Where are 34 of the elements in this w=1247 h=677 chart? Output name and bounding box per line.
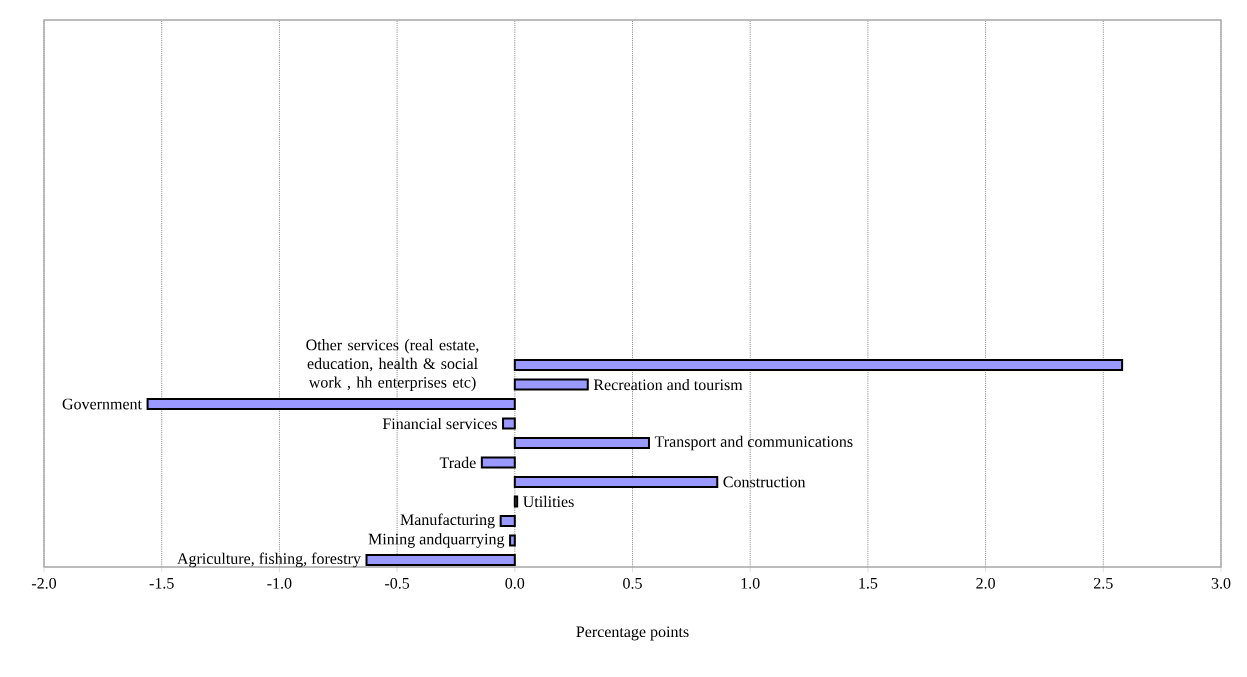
bar (513, 359, 1124, 372)
y-tick-label: Manufacturing (400, 513, 495, 529)
x-tick-label: 0.0 (505, 577, 525, 589)
y-tick-label: Mining andquarrying (368, 533, 505, 548)
y-tick-label: Other services (real estate, education, health & social work , hh enterprises etc) (306, 339, 479, 391)
y-tick-label: Construction (723, 476, 806, 488)
bar (513, 378, 589, 391)
bar (499, 514, 516, 527)
x-tick-label: 2.5 (1094, 577, 1113, 589)
y-tick-label: Government (62, 398, 142, 410)
y-tick-label: Utilities (523, 495, 574, 508)
x-tick-label: 1.0 (741, 577, 760, 589)
bar (513, 475, 719, 488)
y-tick-label: Agriculture, fishing, forestry (177, 552, 361, 568)
bar (146, 398, 516, 411)
x-tick-label: -0.5 (385, 577, 410, 589)
x-tick-label: 0.5 (623, 577, 642, 589)
x-tick-label: -1.0 (267, 577, 292, 589)
bar (502, 417, 516, 430)
x-tick-label: -2.0 (31, 577, 57, 589)
bar (480, 456, 516, 469)
x-tick-label: 1.5 (859, 577, 878, 589)
x-axis-title: Percentage points (576, 626, 689, 641)
x-tick-label: -1.5 (149, 577, 174, 589)
x-tick-label: 2.0 (976, 577, 995, 589)
y-tick-label: Recreation and tourism (593, 378, 743, 391)
bar (513, 495, 519, 508)
y-tick-label: Financial services (382, 417, 497, 430)
y-tick-label: Trade (439, 456, 476, 469)
bar (365, 553, 516, 566)
y-tick-label: Transport and communications (654, 435, 853, 451)
x-tick-label: 3.0 (1211, 577, 1231, 589)
bar (513, 437, 650, 449)
bar (509, 534, 516, 547)
